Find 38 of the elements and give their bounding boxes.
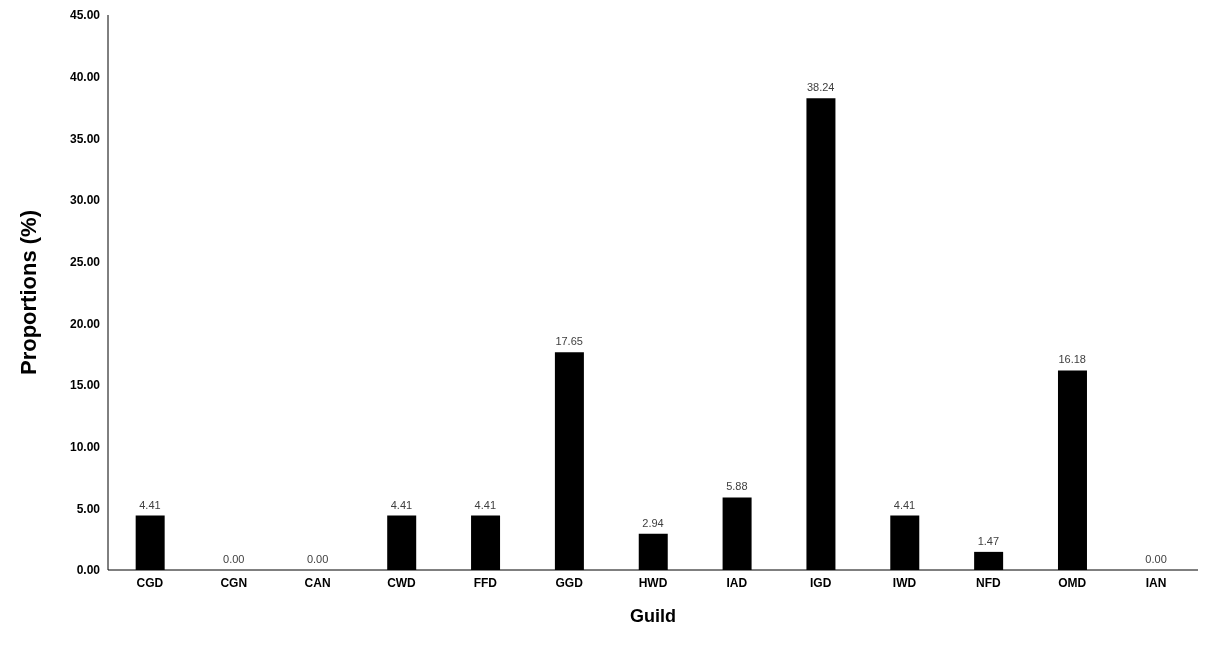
- x-tick-label: GGD: [555, 575, 584, 590]
- data-label: 2.94: [642, 516, 664, 529]
- y-tick-label: 35.00: [69, 131, 101, 146]
- x-tick-label: NFD: [976, 575, 1002, 590]
- y-tick-label: 40.00: [69, 69, 101, 84]
- y-axis-title: Proportions (%): [15, 210, 41, 375]
- y-tick-label: 45.00: [69, 8, 101, 23]
- data-label: 0.00: [223, 553, 245, 565]
- y-tick-label: 5.00: [76, 501, 101, 516]
- x-tick-label: IWD: [892, 575, 917, 590]
- x-tick-label: IAD: [726, 575, 748, 590]
- y-tick-label: 20.00: [69, 316, 101, 331]
- data-label: 4.41: [390, 498, 413, 511]
- data-label: 17.65: [555, 335, 583, 348]
- data-label: 0.00: [1145, 553, 1167, 565]
- y-tick-label: 10.00: [69, 439, 101, 454]
- data-label: 38.24: [806, 81, 835, 94]
- data-label: 4.41: [474, 498, 497, 511]
- y-tick-label: 15.00: [69, 378, 101, 393]
- x-tick-label: CGN: [220, 575, 248, 590]
- x-tick-label: CGD: [136, 575, 164, 590]
- data-label: 0.00: [306, 553, 329, 565]
- x-tick-label: FFD: [473, 575, 498, 590]
- data-label: 1.47: [977, 534, 1000, 547]
- x-tick-label: CAN: [304, 575, 331, 590]
- data-label: 4.41: [893, 498, 916, 511]
- y-tick-label: 0.00: [76, 563, 101, 578]
- x-axis-title: Guild: [630, 606, 676, 626]
- data-label: 4.41: [139, 498, 161, 511]
- x-tick-label: IAN: [1145, 575, 1167, 590]
- data-label: 5.88: [726, 480, 748, 493]
- data-label: 16.18: [1058, 353, 1086, 366]
- y-tick-label: 25.00: [69, 254, 101, 269]
- x-tick-label: CWD: [387, 575, 417, 590]
- x-tick-label: IGD: [810, 575, 832, 590]
- y-tick-label: 30.00: [69, 193, 101, 208]
- x-tick-label: OMD: [1058, 575, 1087, 590]
- x-tick-label: HWD: [638, 575, 668, 590]
